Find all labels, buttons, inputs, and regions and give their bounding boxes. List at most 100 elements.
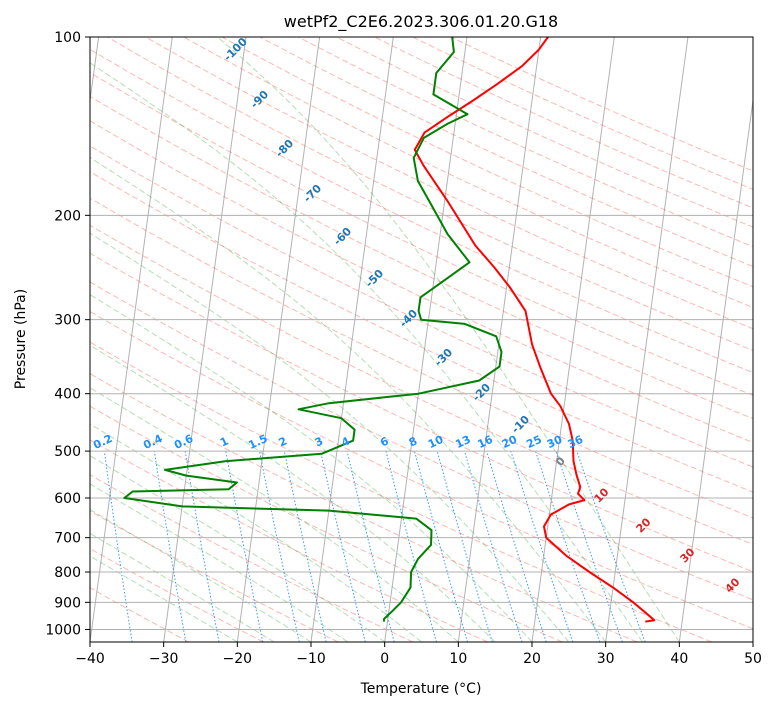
x-tick-label: 20 (523, 651, 541, 667)
mixing-ratio-line (486, 450, 547, 642)
mixing-ratio-line (283, 451, 327, 642)
dry-adiabat-label: -50 (363, 267, 386, 290)
isotherm-line (678, 96, 753, 642)
dry-adiabat-line (90, 197, 753, 519)
dry-adiabat-label: -70 (301, 182, 324, 205)
dry-adiabat-line (90, 474, 414, 642)
x-axis-label: Temperature (°C) (360, 681, 482, 697)
mixing-ratio-label: 16 (476, 433, 496, 451)
dry-adiabat-line (183, 37, 753, 309)
y-tick-label: 800 (54, 565, 81, 581)
y-tick-label: 500 (54, 444, 81, 460)
isotherm-line (163, 37, 247, 642)
dry-adiabat-line (90, 439, 488, 642)
isotherm-line (236, 37, 321, 642)
mixing-ratio-line (103, 451, 133, 642)
dry-adiabat-line (90, 548, 264, 642)
moist-adiabat-label: 30 (678, 545, 698, 565)
mixing-ratio-line (225, 451, 264, 642)
mixing-ratio-label: 20 (500, 433, 520, 451)
moist-adiabat-label: 20 (634, 515, 654, 535)
mixing-ratio-label: 0.4 (141, 432, 164, 452)
y-tick-label: 600 (54, 491, 81, 507)
isotherm-line (752, 638, 753, 642)
y-tick-label: 200 (54, 208, 81, 224)
mixing-ratio-line (320, 450, 366, 642)
y-tick-label: 300 (54, 313, 81, 329)
mixing-ratio-label: 3 (313, 434, 325, 449)
y-tick-label: 100 (54, 30, 81, 46)
y-tick-label: 400 (54, 387, 81, 403)
mixing-ratio-line (555, 450, 623, 642)
moist-adiabat-line (90, 344, 496, 642)
dry-adiabat-label: -60 (331, 225, 354, 248)
dry-adiabat-line (90, 281, 753, 601)
moist-adiabat-line (90, 483, 349, 642)
mixing-ratio-label: 1.5 (246, 432, 269, 452)
mixing-ratio-label: 36 (566, 433, 586, 451)
moist-adiabat-line (90, 455, 385, 642)
dry-adiabat-line (90, 510, 339, 642)
dry-adiabat-line (90, 72, 753, 396)
y-tick-label: 900 (54, 595, 81, 611)
mixing-ratio-line (259, 451, 300, 642)
dry-adiabat-line (336, 37, 753, 228)
dry-adiabat-label: -90 (248, 88, 271, 111)
mixing-ratio-label: 8 (407, 434, 419, 449)
x-tick-label: 50 (744, 651, 762, 667)
dry-adiabat-line (90, 310, 753, 630)
x-tick-label: −20 (223, 651, 253, 667)
dry-adiabat-line (374, 37, 753, 209)
mixing-ratio-label: 10 (426, 433, 446, 451)
moist-adiabat-line (90, 156, 607, 642)
moist-adiabat-line (90, 387, 459, 642)
moist-adiabat-line (90, 423, 422, 642)
moist-adiabat-line (90, 62, 643, 642)
y-axis-label: Pressure (hPa) (13, 289, 29, 389)
mixing-ratio-line (414, 450, 468, 642)
isotherm-line (457, 37, 542, 642)
mixing-ratio-label: 25 (524, 433, 543, 451)
mixing-ratio-label: 30 (545, 433, 565, 451)
moist-adiabat-line (217, 37, 680, 642)
dry-adiabat-label: -20 (470, 381, 493, 404)
dry-adiabat-line (90, 48, 753, 374)
dry-adiabat-line (145, 37, 753, 330)
mixing-ratio-line (535, 450, 601, 642)
moist-adiabat-line (90, 532, 275, 642)
y-tick-label: 700 (54, 531, 81, 547)
moist-adiabat-line (90, 508, 312, 642)
dry-adiabat-label: -30 (432, 346, 455, 369)
plot-frame (89, 36, 754, 643)
dry-adiabat-line (90, 224, 753, 545)
dry-adiabat-line (107, 37, 753, 352)
mixing-ratio-line (346, 450, 395, 642)
isotherm-line (310, 37, 394, 642)
mixing-ratio-label: 6 (378, 434, 391, 449)
mixing-ratio-label: 1 (218, 434, 230, 449)
moist-adiabat-label: 40 (723, 575, 743, 595)
moist-adiabat-line (90, 294, 533, 642)
x-tick-label: −10 (296, 651, 326, 667)
dry-adiabat-line (90, 145, 753, 468)
moist-adiabat-line (90, 555, 238, 642)
mixing-ratio-label: 2 (277, 434, 289, 449)
mixing-ratio-label: 13 (453, 433, 472, 451)
mixing-ratio-line (576, 450, 646, 642)
x-tick-label: −40 (75, 651, 105, 667)
dry-adiabat-line (298, 37, 753, 248)
y-tick-label: 1000 (45, 622, 81, 638)
dry-adiabat-label: -40 (397, 307, 420, 330)
dry-adiabat-line (90, 120, 753, 444)
isotherm-line (531, 37, 615, 642)
dry-adiabat-label: -80 (273, 137, 296, 160)
moist-adiabat-line (90, 232, 570, 642)
dewpoint-profile-line (123, 37, 503, 622)
mixing-ratio-line (510, 450, 574, 642)
isotherm-line (384, 37, 468, 642)
dry-adiabat-line (90, 95, 753, 420)
x-tick-label: 40 (670, 651, 688, 667)
mixing-ratio-line (464, 450, 523, 642)
x-tick-label: 10 (449, 651, 467, 667)
